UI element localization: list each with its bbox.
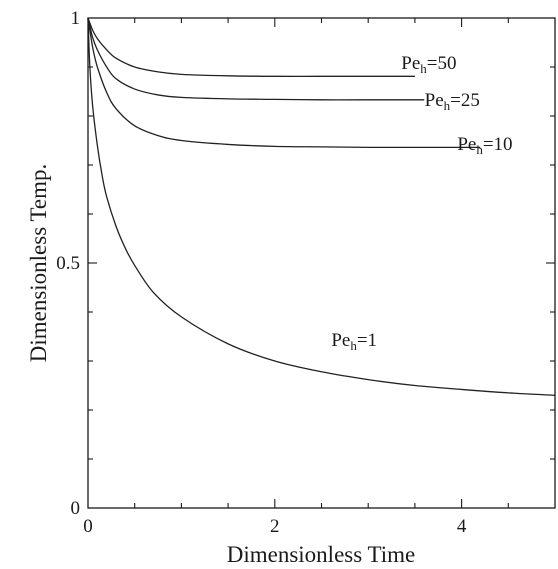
series-line xyxy=(87,17,481,149)
x-tick-label: 0 xyxy=(83,516,93,537)
labels: 0 2 4 0 0.5 1 Peh=50 Peh=25 Peh=10 Peh=1 xyxy=(56,8,512,537)
x-tick-label: 4 xyxy=(457,516,467,537)
ticks xyxy=(88,18,555,508)
y-tick-label: 1 xyxy=(71,8,81,29)
series-label: Peh=10 xyxy=(457,134,512,157)
y-axis-label: Dimensionless Temp. xyxy=(26,164,51,363)
series-line xyxy=(87,17,556,396)
y-tick-label: 0 xyxy=(71,498,81,519)
series-label: Peh=50 xyxy=(401,53,456,76)
plot-frame xyxy=(87,17,556,509)
x-axis-label: Dimensionless Time xyxy=(227,542,416,567)
series-label: Peh=1 xyxy=(331,330,377,353)
curves xyxy=(87,17,556,396)
series-line xyxy=(87,17,415,77)
x-tick-label: 2 xyxy=(270,516,280,537)
series-label: Peh=25 xyxy=(425,90,480,113)
series-line xyxy=(87,17,425,101)
y-tick-label: 0.5 xyxy=(56,253,80,274)
